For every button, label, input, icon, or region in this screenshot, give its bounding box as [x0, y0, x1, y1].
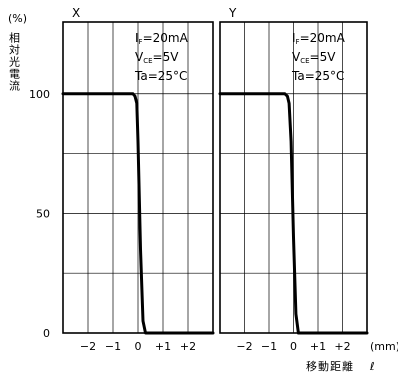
x-tick-label: −1 [261, 340, 277, 353]
panel-y: Y IF=20mA VCE=5V Ta=25°C −2 −1 0 +1 +2 [218, 6, 369, 353]
plot-frame [62, 21, 214, 334]
x-tick-label: −2 [236, 340, 252, 353]
series-line [218, 92, 369, 335]
x-tick-label: 0 [290, 340, 297, 353]
condition-text: Ta=25°C [134, 69, 187, 83]
y-tick-label: 100 [29, 88, 50, 101]
panels: X IF=20mA VCE=5V Ta=25°C −2 −1 0 +1 +2 Y IF=20mA VC… [61, 6, 369, 353]
x-tick-label: +1 [310, 340, 326, 353]
y-tick-labels: 0 50 100 [29, 88, 50, 340]
condition-text: IF=20mA [292, 31, 346, 46]
x-tick-label: 0 [135, 340, 142, 353]
x-tick-label: −1 [105, 340, 121, 353]
x-tick-label: +1 [155, 340, 171, 353]
condition-text: VCE=5V [135, 50, 179, 65]
plot-frame [219, 21, 368, 334]
panel-label: Y [228, 6, 237, 20]
y-tick-label: 0 [43, 327, 50, 340]
condition-text: VCE=5V [292, 50, 336, 65]
panel-x: X IF=20mA VCE=5V Ta=25°C −2 −1 0 +1 +2 [61, 6, 215, 353]
x-axis-label: 移動距離 [306, 359, 354, 373]
y-tick-label: 50 [36, 207, 50, 220]
series-line [61, 92, 215, 335]
condition-text: Ta=25°C [291, 69, 344, 83]
x-axis-symbol: ℓ [369, 360, 376, 373]
x-unit: (mm) [370, 340, 398, 353]
x-tick-label: +2 [180, 340, 196, 353]
panel-label: X [72, 6, 80, 20]
condition-text: IF=20mA [135, 31, 189, 46]
y-axis-label: 相対光電流 [8, 32, 21, 92]
x-tick-label: +2 [334, 340, 350, 353]
x-tick-label: −2 [80, 340, 96, 353]
y-unit: (%) [8, 12, 27, 25]
